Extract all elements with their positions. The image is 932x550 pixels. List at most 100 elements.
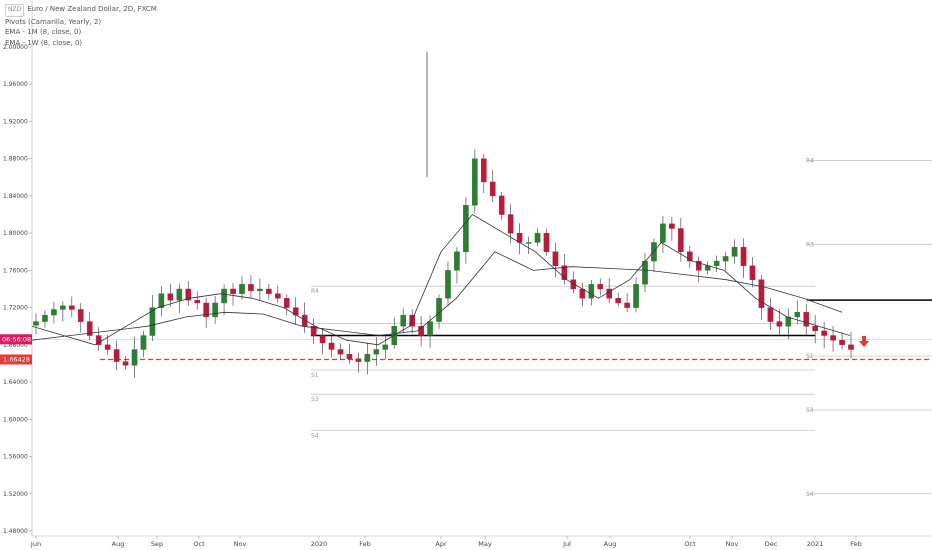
- candle-body: [77, 309, 84, 322]
- ema-1w-line: [31, 213, 851, 346]
- x-tick-label: Jun: [30, 540, 41, 548]
- candle-body: [140, 335, 147, 350]
- candle-body: [364, 353, 371, 362]
- y-tick-label: 1.72000: [3, 305, 28, 312]
- candle-body: [176, 288, 183, 301]
- x-tick-label: Sep: [151, 540, 163, 548]
- x-tick-label: Aug: [604, 540, 617, 548]
- candle-body: [194, 299, 201, 304]
- pivot-label-2020: P: [806, 298, 810, 305]
- candle-body: [633, 284, 639, 308]
- x-axis[interactable]: Jun Aug Sep Oct Nov 2020 Feb Apr May Jul Aug Oct Nov…: [30, 535, 932, 548]
- y-tick-label: 1.88000: [3, 156, 28, 163]
- symbol-badge[interactable]: NZD: [5, 4, 25, 17]
- candle-body: [740, 246, 747, 266]
- candle-body: [418, 326, 424, 336]
- candle-body: [239, 284, 245, 294]
- candle-body: [695, 260, 702, 271]
- candle-body: [257, 288, 263, 292]
- candle-body: [355, 358, 362, 362]
- legend-title: Euro / New Zealand Dollar, 2D, FXCM: [27, 5, 157, 13]
- candle-body: [785, 316, 792, 327]
- candle-body: [328, 342, 335, 350]
- candle-body: [776, 321, 783, 327]
- candle-body: [686, 251, 693, 262]
- pivot-label-2020: S1: [806, 353, 814, 360]
- candle-body: [167, 293, 174, 301]
- candle-body: [767, 307, 774, 322]
- x-tick-label: Jul: [562, 540, 571, 548]
- candle-body: [104, 344, 111, 350]
- candle-body: [848, 344, 854, 350]
- y-tick-label: 1.64000: [3, 379, 28, 386]
- candle-body: [131, 349, 138, 366]
- candle-body: [248, 284, 254, 292]
- y-tick-label: 1.80000: [3, 230, 28, 237]
- legend-indicator-ema-1w[interactable]: EMA - 1W (8, close, 0): [5, 38, 83, 47]
- y-tick-label: 1.96000: [3, 81, 28, 88]
- y-tick-label: 1.68000: [3, 342, 28, 349]
- candle-body: [472, 158, 478, 206]
- legend-indicator-pivots[interactable]: Pivots (Camarilla, Yearly, 2): [5, 17, 102, 26]
- x-tick-label: Nov: [726, 540, 739, 548]
- pivot-label-2020: R4: [806, 158, 814, 165]
- candle-body: [615, 298, 621, 304]
- x-tick-label: Feb: [850, 540, 862, 548]
- chart-legend: NZD Euro / New Zealand Dollar, 2D, FXCM P…: [5, 4, 157, 48]
- candle-body: [624, 302, 630, 308]
- candle-body: [713, 260, 720, 266]
- x-tick-label: Oct: [684, 540, 696, 548]
- candle-body: [436, 298, 442, 322]
- pivot-label-2020: R3: [806, 241, 814, 248]
- candle-body: [830, 335, 836, 341]
- candles: [33, 51, 854, 379]
- candle-body: [113, 349, 120, 362]
- candle-body: [821, 330, 827, 336]
- candle-body: [427, 321, 433, 336]
- candle-body: [642, 260, 648, 285]
- candle-body: [33, 321, 39, 326]
- candle-body: [445, 270, 451, 299]
- candle-body: [95, 335, 102, 346]
- candle-body: [812, 326, 818, 332]
- candle-body: [42, 314, 48, 322]
- countdown-tag: [0, 334, 32, 345]
- candle-body: [588, 284, 595, 299]
- candle-body: [597, 284, 604, 290]
- candle-body: [230, 288, 236, 294]
- candle-body: [561, 265, 568, 280]
- candle-body: [678, 228, 684, 252]
- candle-body: [382, 344, 389, 350]
- pivot-label-2020: S4: [806, 491, 814, 498]
- pivot-label-2019: R4: [311, 288, 319, 295]
- candle-body: [803, 312, 810, 327]
- current-price-label: 1.66428: [3, 355, 30, 363]
- candle-body: [212, 302, 218, 318]
- pivot-label-2019: S1: [311, 372, 319, 379]
- candle-body: [552, 251, 559, 266]
- candle-body: [122, 361, 129, 366]
- countdown-label: 06:56:08: [2, 335, 31, 343]
- candle-body: [534, 232, 541, 243]
- legend-indicator-ema-1m[interactable]: EMA - 1M (8, close, 0): [5, 28, 82, 36]
- candle-body: [794, 312, 801, 318]
- x-tick-label: Feb: [359, 540, 371, 548]
- down-arrow-icon: [859, 336, 869, 348]
- candle-body: [337, 349, 344, 355]
- y-tick-label: 1.76000: [3, 267, 28, 274]
- candle-body: [310, 326, 317, 336]
- candle-body: [498, 195, 505, 215]
- x-tick-label: Nov: [234, 540, 247, 548]
- candle-body: [758, 279, 765, 308]
- ema-lines: [31, 213, 851, 346]
- candle-body: [839, 339, 845, 346]
- y-tick-label: 1.56000: [3, 454, 28, 461]
- candle-body: [203, 302, 209, 318]
- candle-body: [543, 232, 550, 252]
- candle-body: [489, 181, 496, 197]
- x-tick-label: 2021: [807, 540, 824, 548]
- y-axis[interactable]: 2.00000 1.96000 1.92000 1.88000 1.84000 1.800…: [3, 0, 33, 536]
- candle-body: [749, 265, 756, 280]
- y-tick-label: 1.60000: [3, 416, 28, 423]
